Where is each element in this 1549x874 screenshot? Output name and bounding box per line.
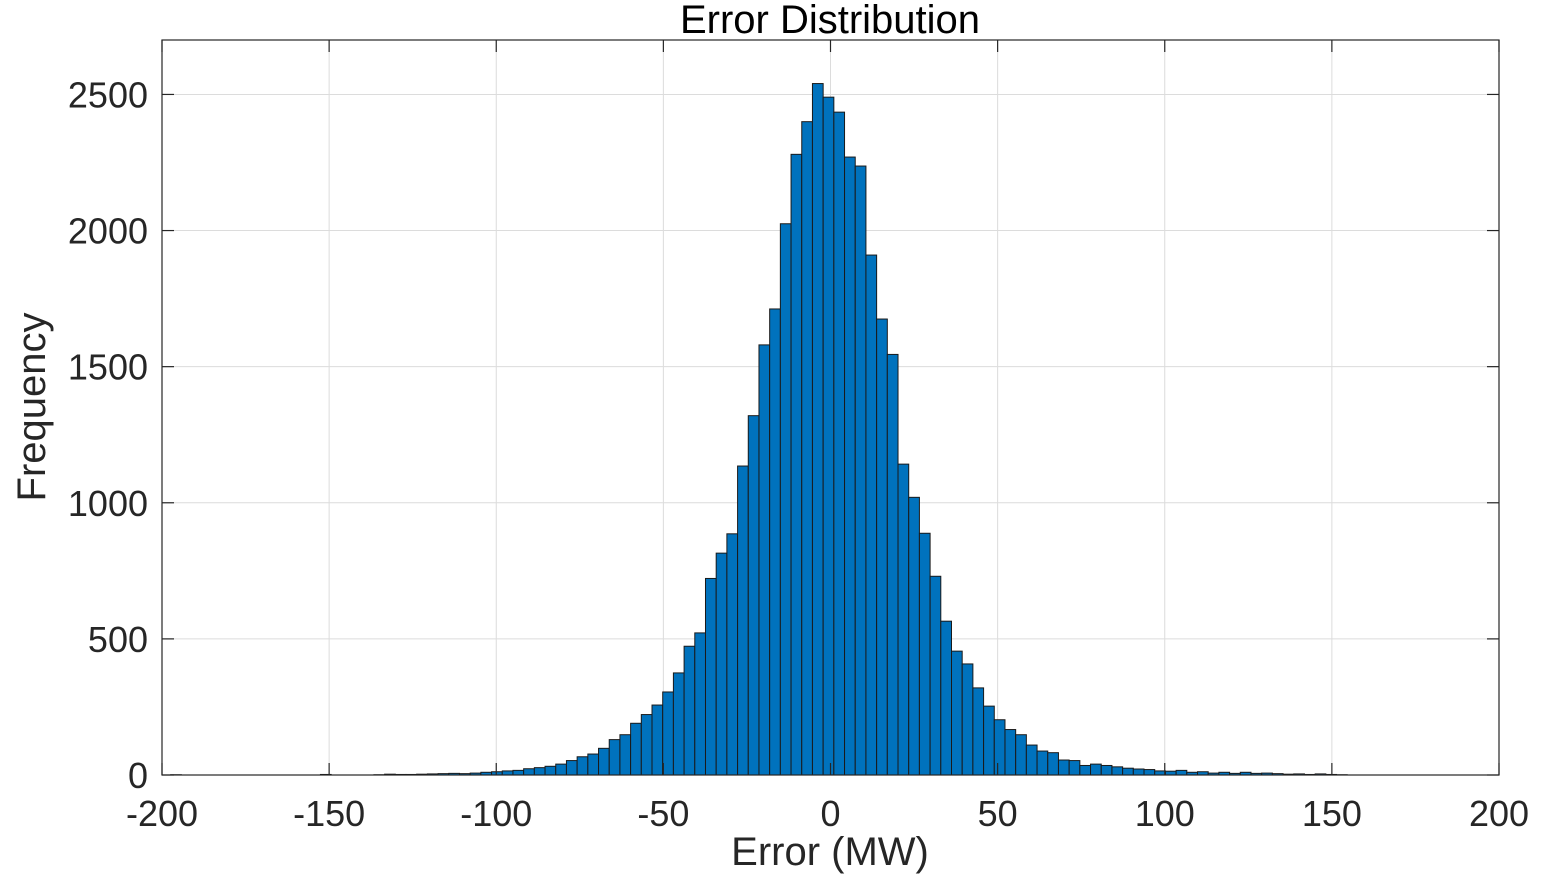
histogram-bar bbox=[844, 156, 856, 776]
histogram-bar bbox=[630, 722, 642, 776]
histogram-bar bbox=[501, 770, 514, 776]
histogram-bar bbox=[940, 620, 952, 776]
histogram-bar bbox=[1057, 759, 1070, 776]
histogram-bar bbox=[651, 704, 664, 776]
histogram-bar bbox=[908, 496, 920, 776]
x-tick-label: 50 bbox=[978, 793, 1018, 834]
histogram-bar bbox=[726, 533, 739, 776]
x-tick-label: 150 bbox=[1302, 793, 1362, 834]
y-tick-label: 0 bbox=[128, 755, 148, 796]
histogram-bar bbox=[1154, 770, 1166, 776]
x-tick-label: -150 bbox=[293, 793, 365, 834]
histogram-bar bbox=[779, 223, 792, 776]
y-tick-label: 500 bbox=[88, 619, 148, 660]
histogram-bar bbox=[929, 575, 942, 776]
histogram-bar bbox=[694, 632, 706, 776]
histogram-bar bbox=[1122, 767, 1134, 776]
histogram-bar bbox=[1036, 750, 1049, 776]
histogram-bar bbox=[886, 353, 899, 776]
histogram-bar bbox=[876, 318, 888, 776]
histogram-bar bbox=[704, 577, 717, 776]
y-tick-label: 2500 bbox=[68, 74, 148, 115]
histogram-bar bbox=[854, 165, 867, 776]
x-tick-label: 200 bbox=[1469, 793, 1529, 834]
histogram-bar bbox=[758, 344, 771, 776]
x-tick-label: 100 bbox=[1135, 793, 1195, 834]
histogram-bar bbox=[737, 465, 749, 776]
histogram-bar bbox=[512, 769, 525, 776]
axis-ticks bbox=[161, 40, 1500, 776]
x-tick-label: -100 bbox=[460, 793, 532, 834]
chart-title: Error Distribution bbox=[680, 0, 980, 42]
histogram-bar bbox=[587, 753, 600, 776]
histogram-bar bbox=[897, 463, 910, 776]
x-axis-label: Error (MW) bbox=[731, 830, 929, 874]
histogram-bar bbox=[1143, 769, 1156, 776]
histogram-bar bbox=[1175, 769, 1188, 776]
y-tick-labels: 0 500 1000 1500 2000 2500 bbox=[68, 74, 148, 796]
y-tick-label: 1000 bbox=[68, 483, 148, 524]
histogram-bar bbox=[1111, 766, 1124, 776]
histogram-bar bbox=[565, 760, 578, 776]
histogram-bar bbox=[555, 763, 567, 776]
histogram-bar bbox=[1004, 729, 1017, 776]
histogram-bar bbox=[769, 308, 781, 776]
histogram-bar bbox=[533, 767, 546, 776]
histogram-bar bbox=[1079, 764, 1092, 776]
histogram-bars bbox=[170, 83, 1348, 776]
histogram-bar bbox=[715, 552, 728, 776]
histogram-bar bbox=[523, 768, 535, 776]
histogram-bar bbox=[1068, 760, 1081, 776]
histogram-bar bbox=[790, 153, 803, 776]
histogram-bar bbox=[1025, 744, 1038, 776]
x-tick-label: 0 bbox=[820, 793, 840, 834]
histogram-bar bbox=[961, 663, 974, 776]
histogram-bar bbox=[918, 532, 931, 776]
histogram-bar bbox=[683, 645, 696, 776]
histogram-bar bbox=[811, 83, 824, 776]
histogram-bar bbox=[576, 756, 589, 776]
histogram-bar bbox=[672, 672, 685, 776]
histogram-bar bbox=[801, 121, 813, 776]
x-tick-labels: -200 -150 -100 -50 0 50 100 150 200 bbox=[126, 793, 1529, 834]
histogram-bar bbox=[865, 254, 878, 776]
histogram-bar bbox=[950, 650, 963, 776]
histogram-bar bbox=[972, 687, 985, 776]
histogram-bar bbox=[1100, 764, 1113, 776]
histogram-bar bbox=[598, 747, 610, 776]
histogram-bar bbox=[619, 734, 632, 776]
histogram-bar bbox=[1132, 768, 1145, 776]
x-tick-label: -200 bbox=[126, 793, 198, 834]
histogram-bar bbox=[993, 719, 1006, 776]
histogram-bar bbox=[983, 705, 995, 776]
histogram-bar bbox=[822, 96, 835, 776]
y-tick-label: 2000 bbox=[68, 211, 148, 252]
histogram-bar bbox=[1047, 752, 1059, 776]
histogram-bar bbox=[640, 714, 653, 776]
histogram-bar bbox=[1015, 734, 1027, 776]
histogram-bar bbox=[544, 765, 557, 776]
histogram-bar bbox=[747, 415, 760, 776]
histogram-bar bbox=[1090, 763, 1102, 776]
histogram-bar bbox=[662, 691, 674, 776]
y-tick-label: 1500 bbox=[68, 347, 148, 388]
x-tick-label: -50 bbox=[637, 793, 689, 834]
histogram-bar bbox=[833, 111, 846, 776]
y-axis-label: Frequency bbox=[10, 313, 54, 502]
histogram-bar bbox=[608, 739, 621, 776]
